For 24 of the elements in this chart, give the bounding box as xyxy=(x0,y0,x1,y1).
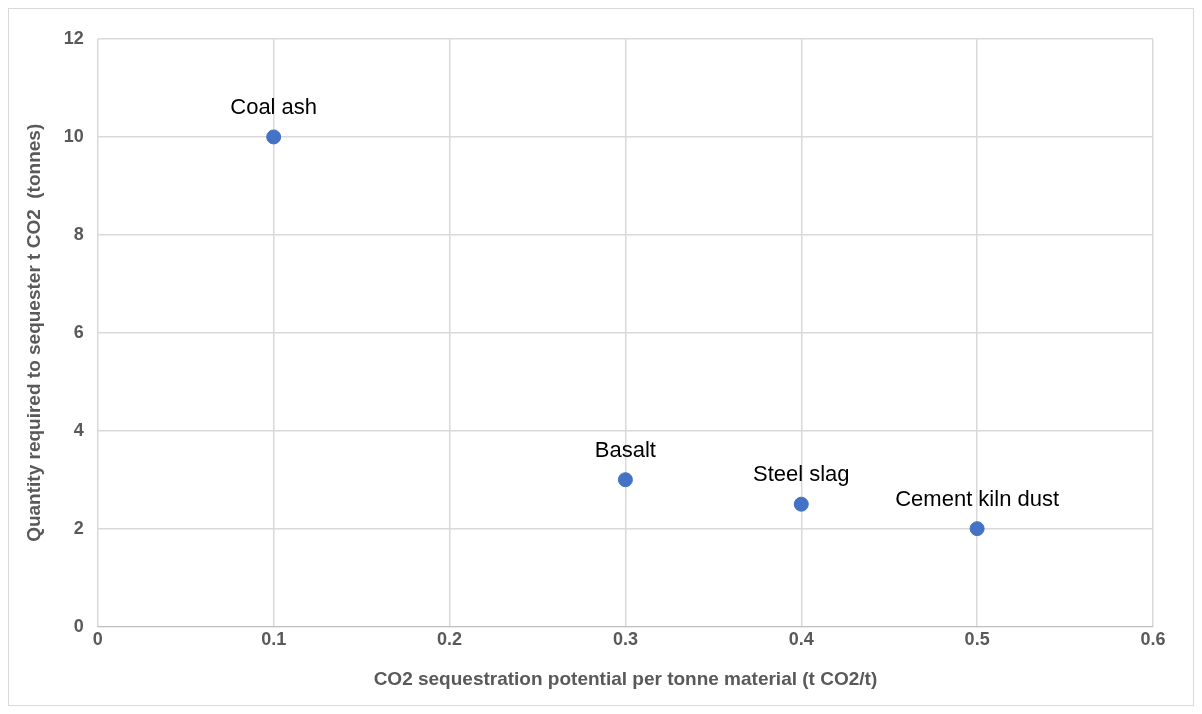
y-axis-title: Quantity required to sequester t CO2 (tonnes) xyxy=(22,123,44,542)
y-tick-label: 0 xyxy=(73,615,84,636)
y-tick-label: 6 xyxy=(73,321,84,342)
y-tick-label: 10 xyxy=(63,125,84,146)
point xyxy=(266,129,282,145)
x-tick-label: 0 xyxy=(92,629,103,650)
x-tick-label: 0.3 xyxy=(612,629,638,650)
y-tick-label: 2 xyxy=(73,517,84,538)
x-tick-label: 0.2 xyxy=(437,629,463,650)
point xyxy=(969,521,985,537)
x-axis-title: CO2 sequestration potential per tonne material (t CO2/t) xyxy=(373,667,878,689)
x-tick-label: 0.5 xyxy=(964,629,990,650)
annotation: Cement kiln dust xyxy=(895,485,1060,511)
annotation: Basalt xyxy=(594,436,656,462)
annotation: Steel slag xyxy=(752,461,850,487)
x-tick-label: 0.6 xyxy=(1140,629,1166,650)
point xyxy=(793,496,809,512)
y-tick-label: 12 xyxy=(63,27,84,48)
annotation: Coal ash xyxy=(230,94,318,119)
x-tick-label: 0.1 xyxy=(261,629,287,650)
y-tick-label: 8 xyxy=(73,223,84,244)
y-tick-label: 4 xyxy=(73,419,84,440)
x-tick-label: 0.4 xyxy=(788,629,814,650)
point xyxy=(617,472,633,488)
